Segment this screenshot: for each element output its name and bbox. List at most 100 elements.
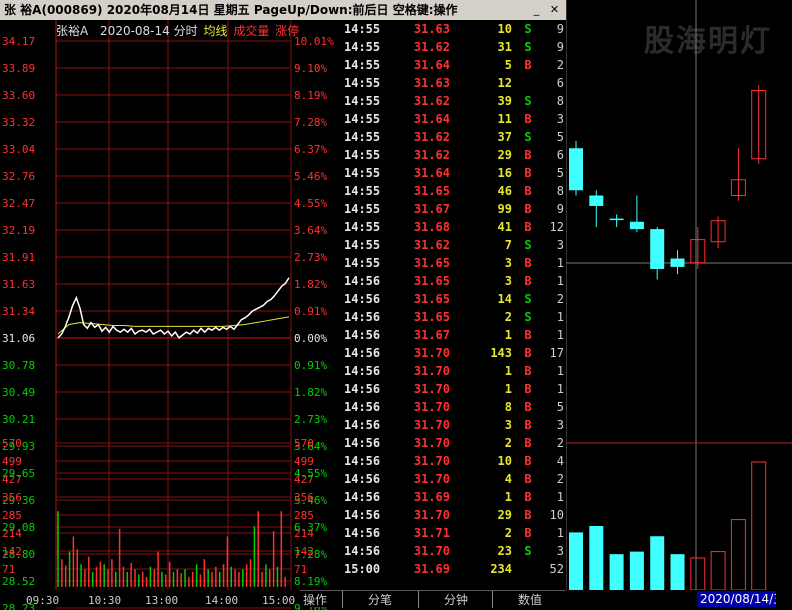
trade-side: B: [524, 364, 532, 378]
trade-time: 14:56: [344, 526, 381, 540]
kline-volume-bar: [569, 532, 583, 590]
price-tick: 30.78: [2, 359, 35, 372]
trade-time: 14:55: [344, 238, 381, 252]
trade-count: 3: [556, 544, 564, 558]
price-tick: 28.23: [2, 602, 35, 610]
trade-price: 31.62: [413, 238, 450, 252]
trade-row: 14:56 31.70 29 B 10: [342, 506, 566, 524]
trade-volume: 1: [504, 382, 512, 396]
tab-values[interactable]: 数值: [517, 593, 542, 607]
trade-volume: 46: [497, 184, 512, 198]
trade-time: 14:55: [344, 202, 381, 216]
trade-price: 31.64: [413, 112, 450, 126]
pct-tick: 7.28%: [294, 548, 327, 561]
trade-volume: 39: [497, 94, 512, 108]
chart-period: 分时: [173, 24, 198, 38]
pct-tick: 5.46%: [294, 494, 327, 507]
trade-row: 14:56 31.70 1 B 1: [342, 380, 566, 398]
pct-tick: 4.55%: [294, 467, 327, 480]
trade-volume: 11: [497, 112, 512, 126]
kline-volume-bar: [710, 551, 726, 590]
trade-price: 31.70: [413, 454, 450, 468]
vol-tick: 285: [2, 509, 22, 522]
trade-count: 2: [556, 472, 564, 486]
pct-tick: 1.82%: [294, 278, 327, 291]
tab-operate[interactable]: 操作: [302, 593, 327, 607]
trade-time: 15:00: [344, 562, 381, 576]
intraday-chart[interactable]: 34.17 10.01% 33.89 9.10% 33.60 8.19% 33.32 7.28…: [0, 20, 342, 610]
trade-price: 31.65: [413, 274, 450, 288]
trade-row: 14:56 31.70 1 B 1: [342, 362, 566, 380]
trade-price: 31.65: [413, 292, 450, 306]
trade-row: 14:55 31.62 37 S 5: [342, 128, 566, 146]
candle-body: [690, 239, 706, 264]
price-tick: 33.60: [2, 89, 35, 102]
trade-side: B: [524, 202, 532, 216]
trade-row: 14:55 31.63 12 6: [342, 74, 566, 92]
candle-body: [650, 229, 665, 269]
trade-time: 14:56: [344, 472, 381, 486]
trade-price: 31.70: [413, 400, 450, 414]
pct-tick: 8.19%: [294, 89, 327, 102]
minimize-icon[interactable]: _: [533, 3, 540, 16]
pct-tick: 8.19%: [294, 575, 327, 588]
trade-price: 31.62: [413, 130, 450, 144]
vol-tick: 427: [2, 473, 22, 486]
trade-time: 14:56: [344, 364, 381, 378]
trade-count: 8: [556, 94, 564, 108]
trade-price: 31.70: [413, 436, 450, 450]
stock-name: 张裕A: [56, 24, 89, 38]
kline-volume-bar: [751, 461, 767, 590]
trade-side: B: [524, 346, 532, 360]
vol-tick: 71: [2, 563, 15, 576]
trade-volume: 41: [497, 220, 512, 234]
trade-time: 14:56: [344, 490, 381, 504]
trade-ticks-panel[interactable]: 14:55 31.63 10 S 9 14:55 31.62 31 S 9 14:55 31.64 5 B…: [342, 20, 566, 590]
tab-minutes[interactable]: 分钟: [443, 593, 468, 607]
trade-row: 15:00 31.69 234 52: [342, 560, 566, 578]
vol-label: 成交量: [233, 24, 270, 38]
vol-tick: 142: [2, 545, 22, 558]
trade-time: 14:55: [344, 220, 381, 234]
trade-count: 1: [556, 310, 564, 324]
trade-price: 31.65: [413, 184, 450, 198]
time-tick: 09:30: [26, 594, 59, 607]
trade-price: 31.65: [413, 310, 450, 324]
trade-price: 31.70: [413, 346, 450, 360]
trade-price: 31.69: [413, 490, 450, 504]
trade-time: 14:56: [344, 544, 381, 558]
kline-volume-bar: [650, 536, 665, 590]
candle-body: [710, 220, 726, 243]
trade-volume: 1: [504, 328, 512, 342]
pct-tick: 6.37%: [294, 521, 327, 534]
trade-volume: 8: [504, 400, 512, 414]
price-tick: 34.17: [2, 35, 35, 48]
trade-side: S: [524, 22, 532, 36]
trade-row: 14:55 31.63 10 S 9: [342, 20, 566, 38]
trade-volume: 1: [504, 490, 512, 504]
trade-side: S: [524, 130, 532, 144]
watermark-logo: 股海明灯: [644, 24, 772, 59]
price-line: [57, 277, 290, 339]
chart-header: 张裕A 2020-08-14 分时 均线 成交量 涨停: [56, 22, 299, 39]
trade-side: S: [524, 238, 532, 252]
trade-side: B: [524, 184, 532, 198]
trade-price: 31.62: [413, 148, 450, 162]
trade-side: B: [524, 400, 532, 414]
kline-chart[interactable]: [566, 0, 792, 590]
close-icon[interactable]: ✕: [549, 3, 560, 16]
trade-price: 31.70: [413, 418, 450, 432]
trade-side: B: [524, 58, 532, 72]
trade-row: 14:55 31.64 5 B 2: [342, 56, 566, 74]
pct-tick: 0.00%: [294, 332, 327, 345]
tab-ticks[interactable]: 分笔: [367, 593, 392, 607]
trade-time: 14:55: [344, 130, 381, 144]
trade-row: 14:55 31.65 46 B 8: [342, 182, 566, 200]
trade-volume: 14: [497, 292, 512, 306]
vol-tick-right: 214: [294, 527, 314, 540]
tab-divider: [342, 591, 343, 608]
trade-side: B: [524, 454, 532, 468]
window-title: 张 裕A(000869) 2020年08月14日 星期五 PageUp/Down…: [4, 3, 458, 17]
trade-row: 14:56 31.71 2 B 1: [342, 524, 566, 542]
kline-volume-bar: [589, 526, 604, 590]
